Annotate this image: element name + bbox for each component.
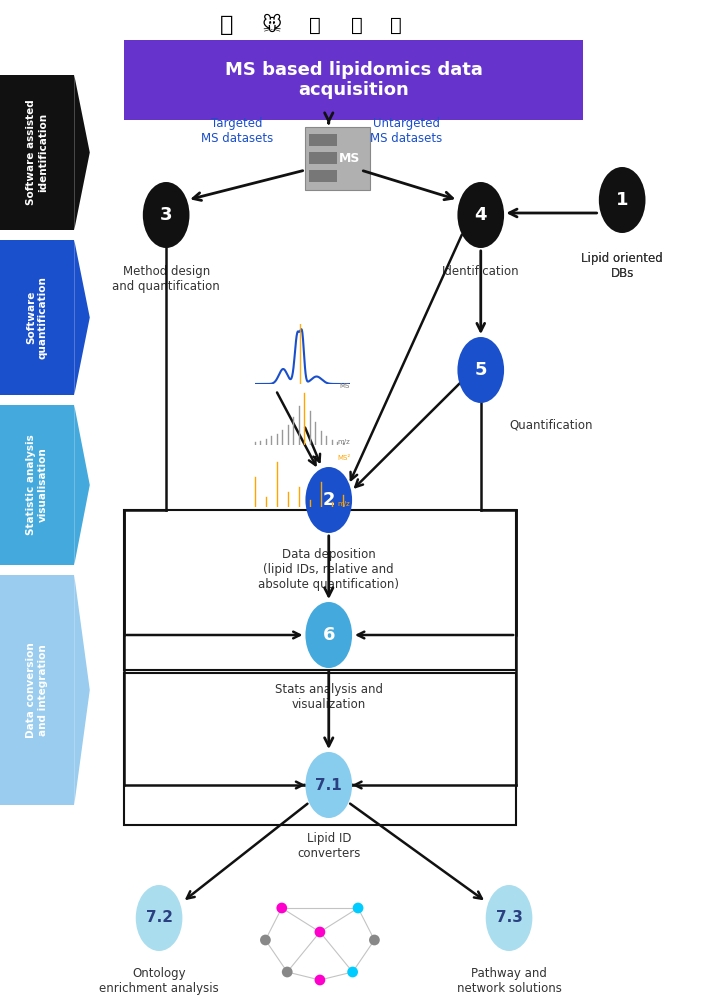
Text: Statistic analysis
visualisation: Statistic analysis visualisation <box>26 435 48 535</box>
Circle shape <box>143 182 189 248</box>
Text: Method design
and quantification: Method design and quantification <box>112 265 220 293</box>
Text: 5: 5 <box>474 361 487 379</box>
Point <box>352 900 363 916</box>
Polygon shape <box>0 405 74 565</box>
Point <box>314 972 325 988</box>
Text: 🧪: 🧪 <box>390 15 402 34</box>
Polygon shape <box>74 405 90 565</box>
Point <box>347 964 358 980</box>
Text: Ontology
enrichment analysis: Ontology enrichment analysis <box>99 967 219 995</box>
Polygon shape <box>74 240 90 395</box>
Text: 3: 3 <box>160 206 173 224</box>
Polygon shape <box>0 240 74 395</box>
Text: Data conversion
and integration: Data conversion and integration <box>26 642 48 738</box>
Text: 2: 2 <box>322 491 335 509</box>
Text: Targeted
MS datasets: Targeted MS datasets <box>201 117 273 145</box>
Polygon shape <box>0 575 74 805</box>
Text: 1: 1 <box>616 191 629 209</box>
Polygon shape <box>74 75 90 230</box>
Text: Untargeted
MS datasets: Untargeted MS datasets <box>370 117 443 145</box>
FancyBboxPatch shape <box>309 170 337 182</box>
Point <box>281 964 293 980</box>
Text: 🫁: 🫁 <box>309 15 320 34</box>
FancyBboxPatch shape <box>305 127 370 190</box>
Text: 🩸: 🩸 <box>351 15 363 34</box>
Text: MS²: MS² <box>337 455 350 461</box>
Circle shape <box>305 752 352 818</box>
Text: 🐭: 🐭 <box>262 15 282 34</box>
Text: Pathway and
network solutions: Pathway and network solutions <box>457 967 561 995</box>
Circle shape <box>457 337 504 403</box>
Text: Software assisted
identification: Software assisted identification <box>26 100 48 205</box>
Text: 7.2: 7.2 <box>146 910 173 926</box>
Text: Identification: Identification <box>442 265 520 278</box>
Circle shape <box>599 167 645 233</box>
Polygon shape <box>74 575 90 805</box>
Text: 7.3: 7.3 <box>496 910 522 926</box>
Text: 6: 6 <box>322 626 335 644</box>
Point <box>369 932 380 948</box>
Point <box>259 932 271 948</box>
FancyBboxPatch shape <box>309 152 337 164</box>
Text: MS: MS <box>339 151 361 164</box>
Circle shape <box>136 885 182 951</box>
Text: MS based lipidomics data
acquisition: MS based lipidomics data acquisition <box>225 61 482 99</box>
Circle shape <box>305 467 352 533</box>
Circle shape <box>457 182 504 248</box>
FancyBboxPatch shape <box>309 134 337 146</box>
FancyBboxPatch shape <box>124 40 583 120</box>
Text: 🌿: 🌿 <box>220 15 233 35</box>
Circle shape <box>486 885 532 951</box>
Text: Stats analysis and
visualization: Stats analysis and visualization <box>275 683 382 711</box>
Text: Lipid oriented
DBs: Lipid oriented DBs <box>581 252 663 280</box>
Circle shape <box>305 602 352 668</box>
Text: m/z: m/z <box>337 439 350 445</box>
Polygon shape <box>0 75 74 230</box>
Text: Quantification: Quantification <box>509 418 592 431</box>
Point <box>314 924 325 940</box>
Text: Lipid oriented
DBs: Lipid oriented DBs <box>581 252 663 280</box>
Point <box>276 900 288 916</box>
Text: 4: 4 <box>474 206 487 224</box>
Text: 7.1: 7.1 <box>315 778 342 792</box>
Text: Lipid ID
converters: Lipid ID converters <box>297 832 361 860</box>
Text: MS: MS <box>340 383 350 389</box>
Text: m/z: m/z <box>337 501 350 507</box>
Text: Data deposition
(lipid IDs, relative and
absolute quantification): Data deposition (lipid IDs, relative and… <box>258 548 399 591</box>
Text: Software
quantification: Software quantification <box>26 276 48 359</box>
